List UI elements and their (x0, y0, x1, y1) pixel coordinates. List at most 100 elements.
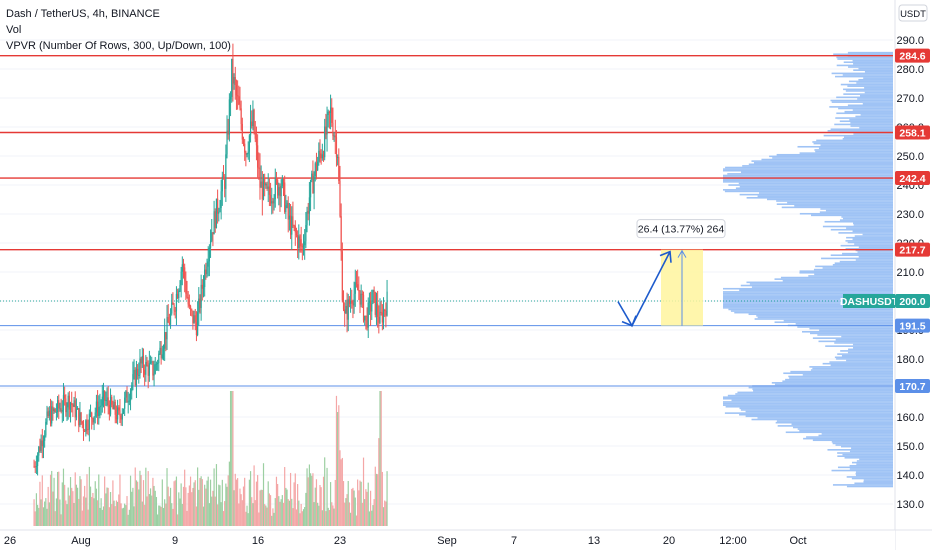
candle-body (361, 293, 363, 295)
volume-bar (342, 481, 345, 526)
candle-body (124, 397, 126, 409)
price-axis[interactable]: 130.0140.0150.0160.0170.0180.0190.0200.0… (894, 0, 932, 550)
candle-body (178, 290, 180, 299)
volume-bar (366, 491, 368, 526)
volume-bar (184, 469, 186, 526)
volume-profile-bar (850, 122, 893, 124)
candle-body (111, 396, 113, 405)
candle-body (144, 369, 146, 375)
volume-profile-bar (843, 61, 893, 64)
candle-body (382, 310, 385, 323)
candle-body (75, 409, 78, 418)
arrowhead-up (659, 250, 672, 263)
volume-profile-bar (825, 209, 893, 212)
volume-bar (194, 480, 196, 526)
volume-bar (318, 505, 320, 526)
candle-body (346, 305, 348, 320)
candle-body (100, 405, 102, 407)
volume-bar (379, 391, 381, 526)
volume-bar (280, 499, 282, 526)
candle-body (74, 400, 76, 418)
volume-profile-bar (845, 248, 893, 250)
volume-profile-bar (834, 356, 893, 359)
volume-profile-bar (723, 402, 893, 405)
time-axis[interactable]: 26 Aug 9 16 23 Sep 7 13 20 12:00 Oct (0, 529, 932, 550)
legend-vpvr[interactable]: VPVR (Number Of Rows, 300, Up/Down, 100) (6, 40, 231, 52)
volume-bar (114, 506, 116, 526)
candle-body (175, 293, 178, 312)
volume-bar (109, 492, 112, 526)
volume-profile-bar (809, 327, 893, 330)
candle-body (78, 408, 80, 426)
volume-bar (227, 475, 229, 526)
volume-profile-bar (723, 295, 893, 298)
price-tick-label: 210.0 (896, 267, 924, 279)
candle-body (72, 404, 74, 407)
volume-profile-bar (849, 450, 893, 453)
volume-bar (234, 473, 236, 526)
candle-body (272, 201, 274, 204)
candle-body (302, 245, 305, 248)
volume-bar (344, 502, 346, 526)
candle-body (307, 210, 309, 214)
candle-body (94, 412, 96, 417)
candle-body (192, 310, 194, 324)
candle-body (157, 363, 159, 365)
volume-bar (125, 505, 127, 526)
volume-profile-bar (748, 313, 893, 316)
currency-badge[interactable] (898, 4, 928, 22)
candle-body (313, 176, 315, 194)
projection-drawing[interactable]: 26.4 (13.77%) 264 (617, 219, 726, 328)
volume-bar (67, 487, 69, 526)
legend-title[interactable]: Dash / TetherUS, 4h, BINANCE (6, 8, 160, 20)
candle-body (248, 135, 250, 152)
volume-profile-bar (845, 240, 893, 242)
volume-bar (151, 495, 153, 526)
volume-bar (369, 490, 372, 526)
volume-bar (95, 488, 98, 526)
volume-bar (238, 503, 240, 526)
candle-body (348, 299, 351, 304)
volume-profile-bar (858, 246, 893, 249)
horizontal-levels[interactable] (0, 54, 893, 387)
candle-body (132, 374, 134, 386)
candle-body (384, 310, 386, 312)
candle-body (173, 304, 175, 311)
candle-body (41, 440, 43, 447)
candle-body (367, 302, 369, 328)
candle-body (291, 216, 293, 235)
volume-bar (204, 484, 206, 526)
volume-profile-bar (730, 310, 893, 312)
volume-bar (329, 482, 332, 526)
time-tick-label: 12:00 (719, 535, 747, 547)
candle-body (159, 347, 161, 354)
candle-body (197, 312, 199, 336)
candle-body (35, 466, 38, 468)
candle-body (212, 232, 214, 235)
candle-body (365, 315, 367, 317)
volume-bar (362, 457, 365, 526)
volume-bar (212, 490, 214, 526)
candle-body (340, 216, 342, 252)
candle-body (204, 269, 206, 288)
volume-bar (86, 474, 88, 526)
volume-profile-bar (840, 445, 893, 448)
legend-volume[interactable]: Vol (6, 24, 22, 36)
volume-bar (279, 501, 281, 526)
volume-bar (124, 503, 126, 526)
volume-bar (268, 493, 270, 526)
candle-body (241, 123, 243, 140)
volume-bar (82, 496, 85, 526)
volume-bar (205, 488, 207, 526)
volume-bar (49, 474, 52, 526)
volume-profile-bar (855, 471, 893, 473)
candle-body (251, 121, 253, 126)
candle-body (141, 355, 143, 364)
candle-body (289, 215, 292, 235)
volume-bar (201, 479, 203, 526)
price-tags: 284.6 258.1 242.4 217.7 191.5 170.7 DASHUSDT 20… (840, 48, 930, 393)
volume-profile-bar (853, 133, 893, 135)
candle-body (112, 404, 114, 410)
volume-profile-bar (862, 233, 893, 236)
